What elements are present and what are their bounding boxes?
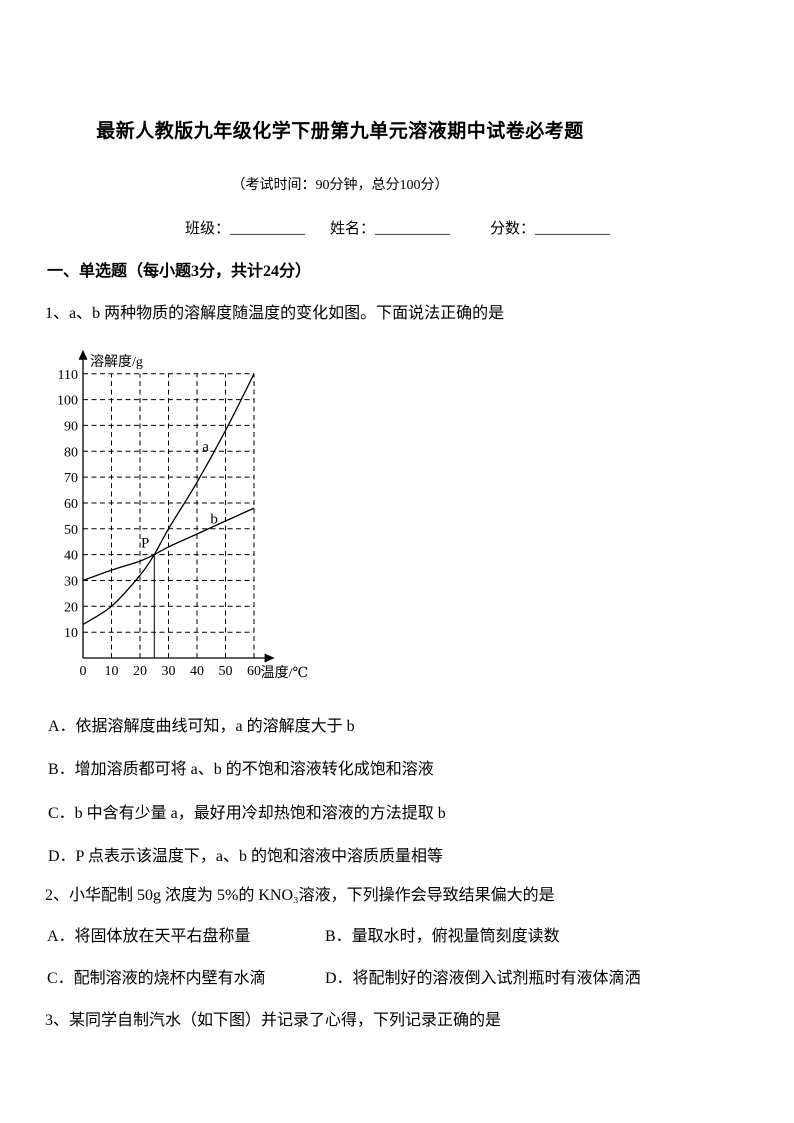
name-field: 姓名：__________ <box>330 221 451 237</box>
svg-text:110: 110 <box>58 368 78 383</box>
svg-text:60: 60 <box>247 664 261 679</box>
svg-text:10: 10 <box>64 626 78 641</box>
svg-text:100: 100 <box>57 394 78 409</box>
svg-text:30: 30 <box>162 664 176 679</box>
score-field: 分数：__________ <box>490 221 611 237</box>
question-3-stem: 3、某同学自制汽水（如下图）并记录了心得，下列记录正确的是 <box>45 1012 502 1029</box>
svg-text:30: 30 <box>64 575 78 590</box>
q1-option-b: B．增加溶质都可将 a、b 的不饱和溶液转化成饱和溶液 <box>48 761 434 778</box>
question-2-stem: 2、小华配制 50g 浓度为 5%的 KNO₃溶液，下列操作会导致结果偏大的是 <box>45 887 555 904</box>
q2-option-c: C．配制溶液的烧杯内壁有水滴 <box>47 970 266 987</box>
svg-text:50: 50 <box>64 523 78 538</box>
svg-text:20: 20 <box>64 600 78 615</box>
svg-text:溶解度/g: 溶解度/g <box>90 354 143 370</box>
svg-text:80: 80 <box>64 445 78 460</box>
svg-text:P: P <box>141 536 149 552</box>
page-title: 最新人教版九年级化学下册第九单元溶液期中试卷必考题 <box>96 121 584 142</box>
svg-text:70: 70 <box>64 471 78 486</box>
q1-option-c: C．b 中含有少量 a，最好用冷却热饱和溶液的方法提取 b <box>48 805 446 822</box>
section-heading: 一、单选题（每小题3分，共计24分） <box>47 263 312 280</box>
svg-text:0: 0 <box>80 664 87 679</box>
svg-text:40: 40 <box>190 664 204 679</box>
svg-text:50: 50 <box>219 664 233 679</box>
q2-option-b: B．量取水时，俯视量筒刻度读数 <box>325 928 560 945</box>
svg-text:温度/℃: 温度/℃ <box>261 665 309 681</box>
q2-option-d: D．将配制好的溶液倒入试剂瓶时有液体滴洒 <box>325 970 641 987</box>
q1-option-d: D．P 点表示该温度下，a、b 的饱和溶液中溶质质量相等 <box>48 848 443 865</box>
svg-text:40: 40 <box>64 549 78 564</box>
q1-option-a: A．依据溶解度曲线可知，a 的溶解度大于 b <box>48 718 355 735</box>
solubility-chart: 10 20 30 40 50 60 70 80 90 100 110 0 10 20 30 40 50 60 溶解度… <box>57 349 309 681</box>
svg-text:20: 20 <box>133 664 147 679</box>
exam-info: （考试时间：90分钟，总分100分） <box>231 178 449 193</box>
svg-text:a: a <box>202 439 209 455</box>
svg-text:90: 90 <box>64 419 78 434</box>
svg-text:b: b <box>210 512 218 528</box>
question-1-stem: 1、a、b 两种物质的溶解度随温度的变化如图。下面说法正确的是 <box>45 305 505 322</box>
class-field: 班级：__________ <box>185 221 306 237</box>
q2-option-a: A．将固体放在天平右盘称量 <box>47 928 251 945</box>
svg-text:60: 60 <box>64 497 78 512</box>
svg-text:10: 10 <box>105 664 119 679</box>
